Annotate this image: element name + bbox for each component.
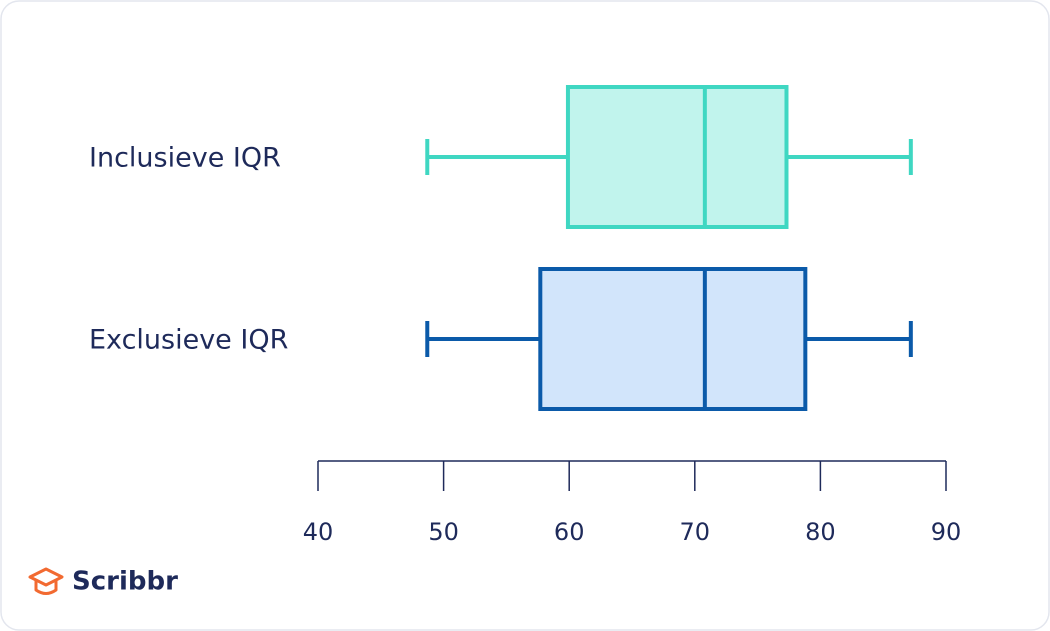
box — [565, 85, 789, 229]
x-tick-label: 70 — [680, 518, 711, 546]
x-tick-label: 90 — [931, 518, 962, 546]
x-tick-label: 80 — [805, 518, 836, 546]
x-tick-label: 50 — [428, 518, 459, 546]
logo: Scribbr — [28, 567, 178, 597]
x-tick-label: 60 — [554, 518, 585, 546]
category-label: Exclusieve IQR — [89, 325, 288, 356]
brand-name: Scribbr — [72, 567, 178, 597]
box — [538, 267, 808, 411]
x-tick-label: 40 — [303, 518, 334, 546]
category-label: Inclusieve IQR — [89, 143, 281, 174]
logo-icon — [28, 567, 64, 595]
